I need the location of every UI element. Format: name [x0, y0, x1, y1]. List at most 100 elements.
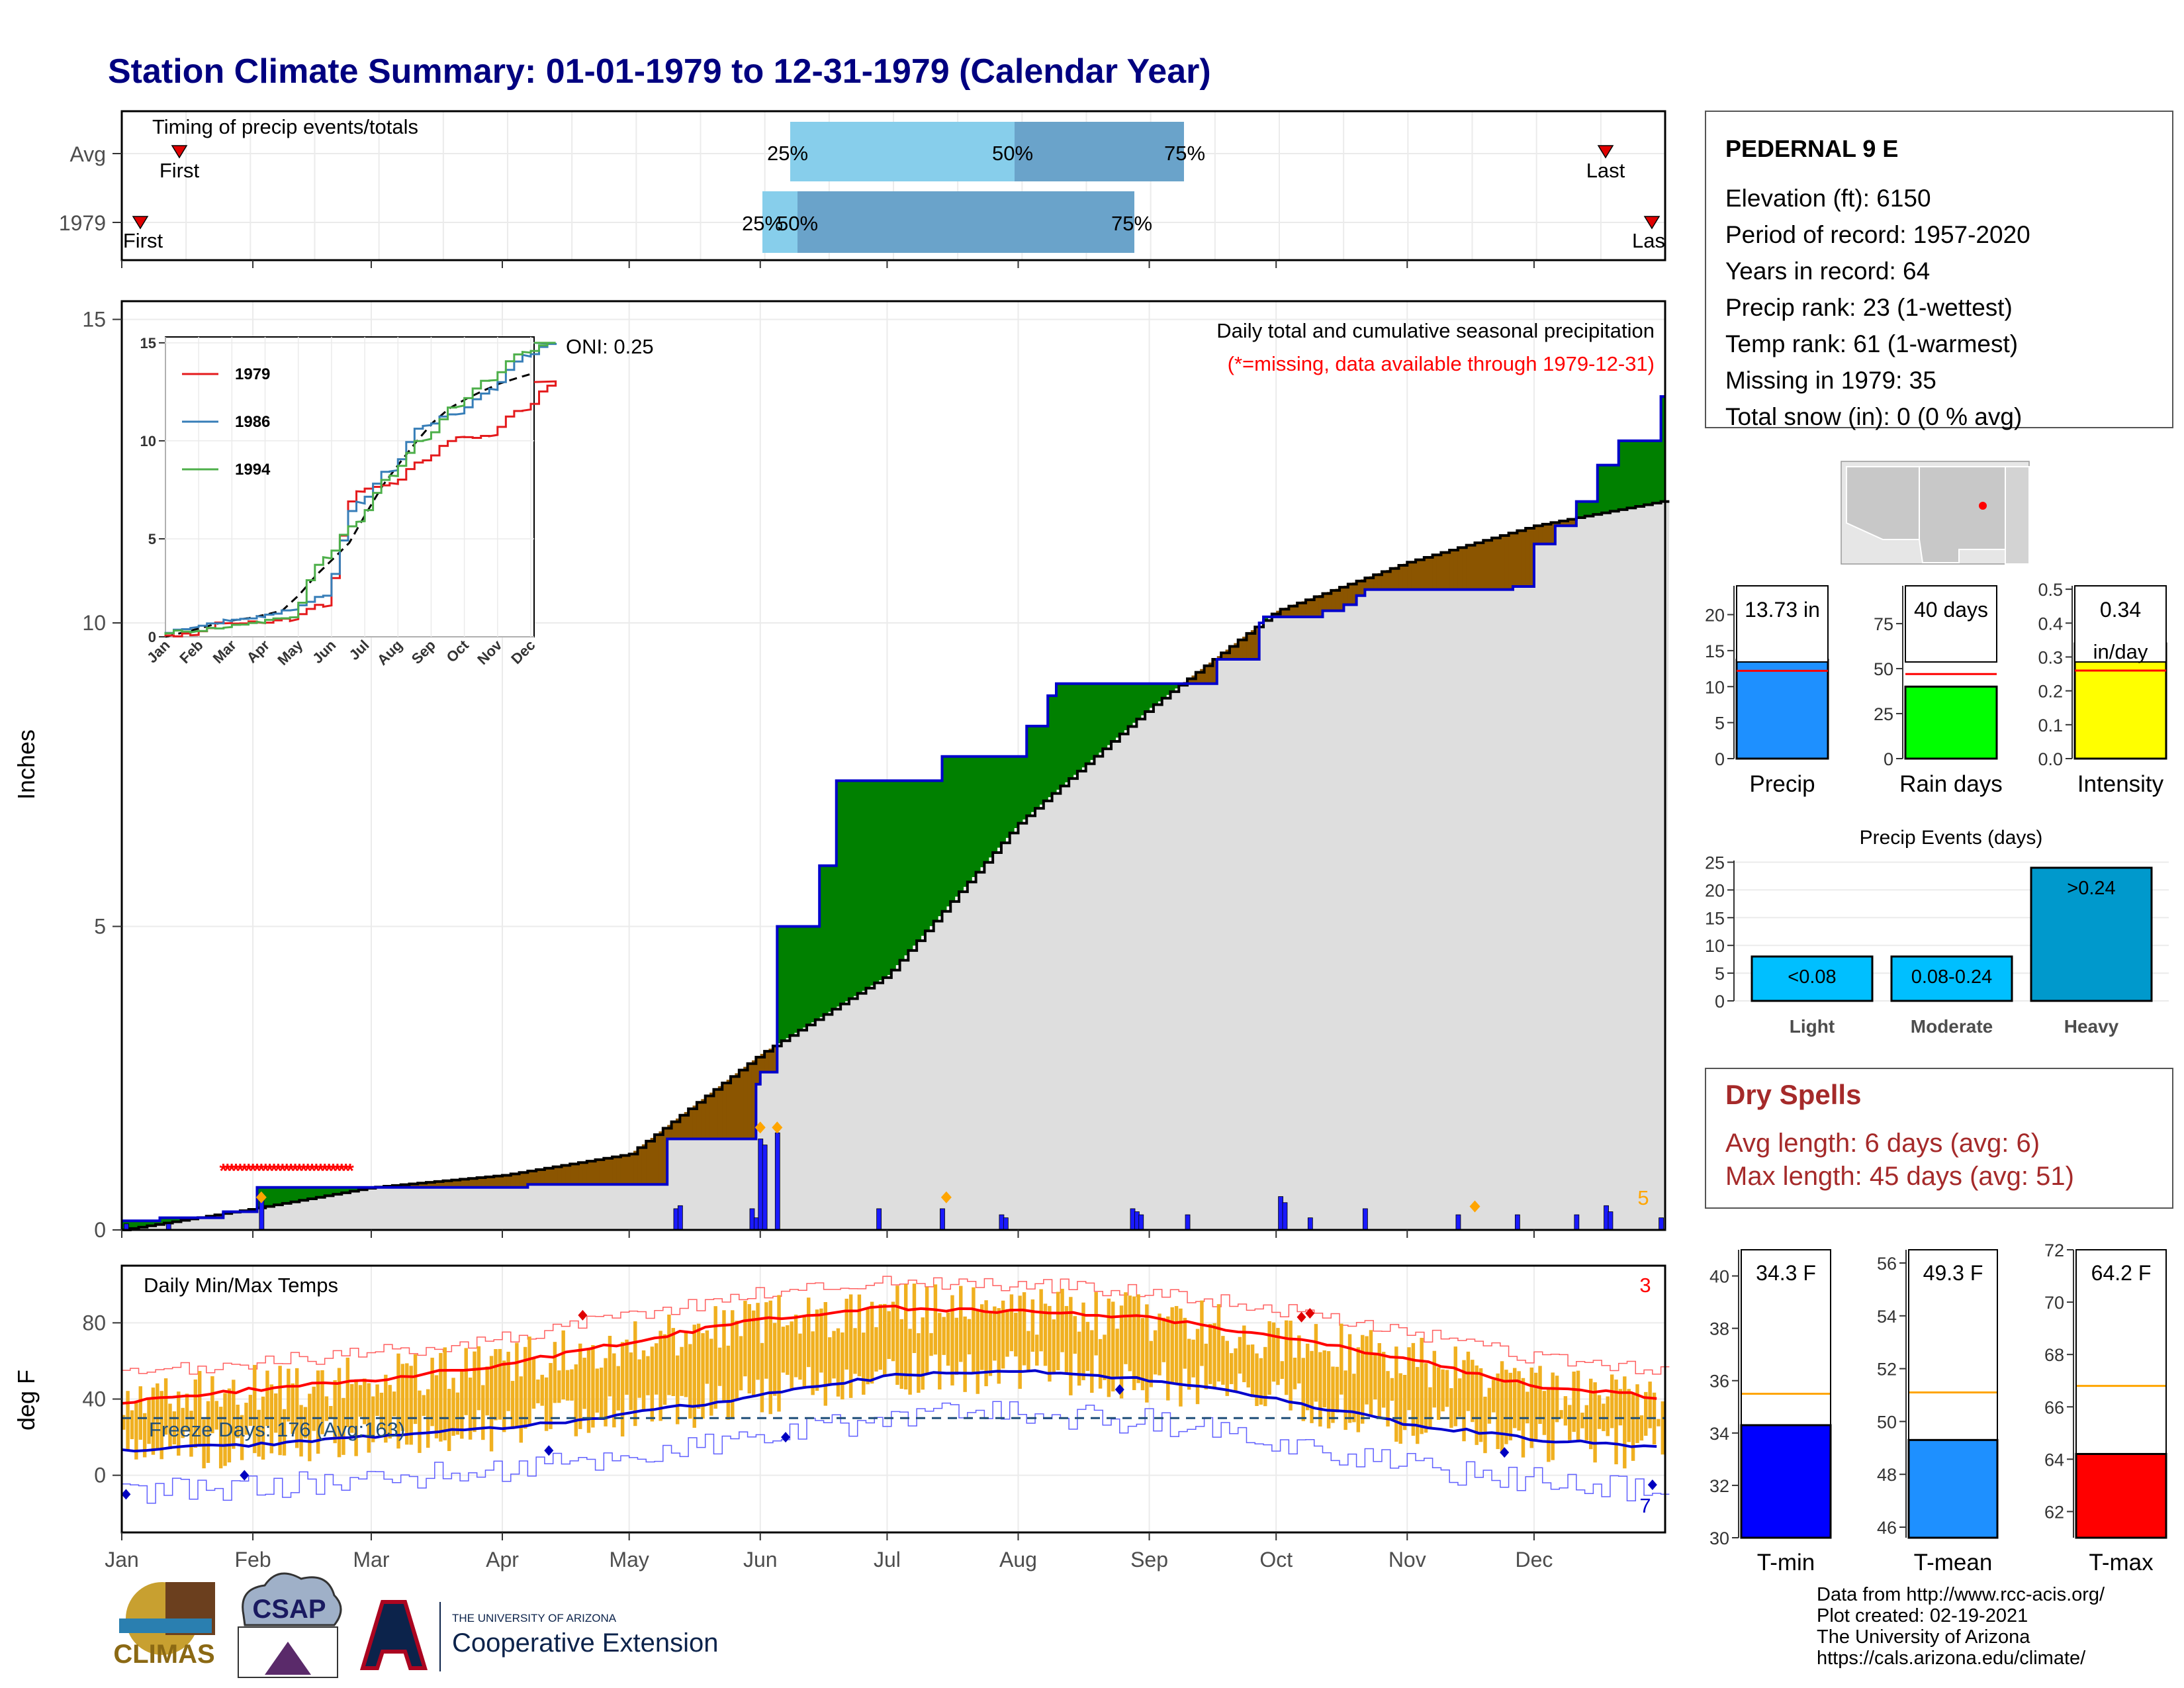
cumulative-diff-band: [1322, 593, 1328, 611]
cumulative-diff-band: [591, 1160, 596, 1185]
daily-temp-bar: [523, 1346, 527, 1429]
daily-temp-bar: [181, 1407, 185, 1438]
cumulative-diff-band: [1014, 756, 1019, 829]
event-bar: [2030, 867, 2153, 1002]
record-low-marker: [121, 1489, 131, 1500]
csap-mountain: [265, 1642, 311, 1675]
daily-temp-bar: [1475, 1365, 1479, 1445]
cumulative-diff-band: [138, 1221, 144, 1227]
daily-precip-bar: [999, 1214, 1005, 1231]
bar-ytick-label: 15: [1705, 641, 1725, 661]
daily-temp-bar: [735, 1321, 739, 1401]
cumulative-diff-band: [1250, 630, 1255, 660]
daily-temp-bar: [1559, 1410, 1563, 1419]
event-bar: [1751, 955, 1874, 1002]
daily-temp-bar: [1149, 1340, 1153, 1387]
daily-temp-bar: [950, 1295, 954, 1385]
cumulative-diff-band: [848, 780, 854, 999]
daily-temp-bar: [489, 1356, 494, 1452]
daily-temp-bar: [848, 1294, 853, 1398]
cumulative-diff-band: [1373, 575, 1379, 590]
cumulative-diff-band: [1453, 549, 1459, 590]
cumulative-diff-band: [798, 926, 803, 1031]
cumulative-diff-band: [1255, 627, 1260, 660]
cumulative-diff-band: [1479, 541, 1484, 590]
daily-temp-bar: [1183, 1317, 1187, 1369]
daily-temp-bar: [163, 1378, 168, 1435]
missing-star: *: [300, 1160, 308, 1182]
cumulative-diff-band: [1657, 440, 1662, 502]
cumulative-diff-band: [460, 1179, 465, 1188]
missing-star: *: [283, 1160, 291, 1182]
daily-temp-bar: [1369, 1330, 1373, 1415]
cumulative-diff-band: [1314, 596, 1319, 617]
temp-ytick-label: 80: [82, 1311, 106, 1335]
daily-temp-bar: [1212, 1323, 1216, 1389]
cumulative-diff-band: [578, 1162, 584, 1185]
daily-temp-bar: [659, 1331, 662, 1421]
events-ytick-label: 15: [1705, 908, 1725, 928]
daily-temp-bar: [688, 1344, 692, 1419]
missing-star: *: [312, 1160, 320, 1182]
timing-bar-avg-early: [790, 122, 1015, 181]
precip-ylabel: Inches: [13, 729, 40, 800]
cumulative-diff-band: [1212, 659, 1218, 684]
daily-temp-bar: [1221, 1336, 1225, 1385]
cumulative-diff-band: [768, 1049, 774, 1072]
cumulative-diff-band: [1347, 584, 1353, 605]
daily-temp-bar: [354, 1379, 358, 1456]
cumulative-diff-band: [1225, 649, 1230, 660]
daily-temp-bar: [815, 1309, 819, 1391]
daily-temp-bar: [1158, 1313, 1161, 1376]
daily-temp-bar: [862, 1333, 866, 1395]
daily-temp-bar: [1576, 1370, 1580, 1442]
daily-temp-bar: [954, 1317, 959, 1375]
cumulative-diff-band: [1035, 726, 1040, 809]
missing-star: *: [232, 1160, 240, 1182]
daily-temp-bar: [786, 1325, 790, 1375]
daily-temp-bar: [1001, 1300, 1005, 1369]
daily-precip-bar: [677, 1205, 683, 1231]
cumulative-diff-band: [1449, 549, 1455, 590]
daily-temp-bar: [1572, 1371, 1576, 1432]
cumulative-diff-band: [1576, 501, 1581, 518]
daily-temp-bar: [455, 1392, 460, 1435]
cumulative-diff-band: [637, 1147, 643, 1185]
daily-temp-bar: [1255, 1353, 1259, 1407]
cumulative-diff-band: [997, 756, 1002, 848]
cumulative-diff-band: [713, 1089, 719, 1139]
tempbar-ytick-label: 54: [1877, 1307, 1897, 1327]
daily-temp-bar: [451, 1378, 455, 1436]
daily-temp-bar: [844, 1298, 848, 1370]
cumulative-diff-band: [1098, 683, 1103, 753]
cumulative-diff-band: [1043, 726, 1048, 801]
daily-temp-bar: [1103, 1335, 1107, 1380]
daily-temp-bar: [1326, 1351, 1331, 1429]
station-info-line: Missing in 1979: 35: [1725, 367, 1936, 394]
daily-temp-bar: [388, 1385, 392, 1439]
daily-temp-bar: [1610, 1374, 1614, 1429]
month-label: Jun: [743, 1548, 778, 1571]
cumulative-diff-band: [1340, 587, 1345, 611]
bar-name: Rain days: [1899, 771, 2003, 797]
cumulative-diff-band: [696, 1102, 702, 1139]
cumulative-diff-band: [544, 1168, 549, 1185]
cumulative-diff-band: [1492, 538, 1497, 590]
daily-temp-bar: [832, 1331, 836, 1379]
inset-ytick-label: 0: [148, 629, 156, 645]
daily-temp-bar: [946, 1312, 950, 1366]
dry-spells-max: Max length: 45 days (avg: 51): [1725, 1162, 2074, 1191]
daily-temp-bar: [997, 1308, 1001, 1384]
cumulative-diff-band: [993, 756, 998, 853]
daily-temp-bar: [172, 1411, 177, 1445]
cumulative-diff-band: [1158, 683, 1163, 702]
cumulative-diff-band: [536, 1169, 541, 1185]
missing-star: *: [279, 1160, 287, 1182]
cumulative-diff-band: [147, 1221, 152, 1226]
value-bar: [1735, 659, 1829, 760]
cumulative-diff-band: [646, 1141, 651, 1185]
daily-temp-bar: [1056, 1291, 1060, 1370]
daily-temp-bar: [1271, 1322, 1276, 1382]
timing-p50-avg: 50%: [992, 142, 1033, 165]
daily-temp-bar: [122, 1415, 126, 1430]
